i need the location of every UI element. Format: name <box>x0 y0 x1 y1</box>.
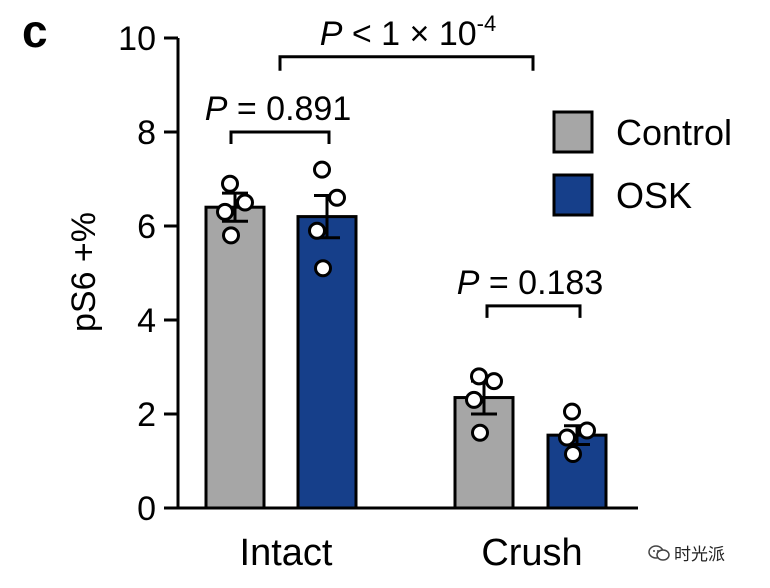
legend-swatch <box>552 110 594 154</box>
y-tick-label: 6 <box>137 208 156 246</box>
data-point <box>236 193 254 212</box>
legend-label: Control <box>616 112 732 153</box>
panel-label: c <box>22 5 48 57</box>
watermark-text: 时光派 <box>674 545 725 565</box>
y-tick-label: 0 <box>137 490 156 528</box>
bar <box>453 396 515 510</box>
bar <box>296 215 358 510</box>
p-value-label: P = 0.183 <box>457 264 604 302</box>
p-value-label: P < 1 × 10-4 <box>320 11 496 53</box>
data-point <box>314 259 332 278</box>
y-tick-label: 4 <box>137 302 156 340</box>
bar <box>204 205 266 510</box>
data-point <box>222 226 240 245</box>
data-point <box>485 372 503 391</box>
data-point <box>564 444 582 463</box>
legend-swatch <box>552 173 594 217</box>
data-point <box>578 421 596 440</box>
legend-label: OSK <box>616 175 692 216</box>
x-tick-label: Intact <box>240 532 333 574</box>
watermark: 时光派 <box>648 540 725 565</box>
significance-bracket <box>229 130 331 144</box>
data-point <box>328 188 346 207</box>
p-value-label: P = 0.891 <box>205 90 352 128</box>
significance-bracket <box>278 55 535 71</box>
data-point <box>308 221 326 240</box>
y-tick-label: 2 <box>137 396 156 434</box>
x-tick-label: Crush <box>481 532 582 574</box>
y-axis-label: pS6 +% <box>65 212 103 332</box>
data-point <box>470 367 488 386</box>
data-point <box>216 202 234 221</box>
data-point <box>465 390 483 409</box>
data-point <box>313 160 331 179</box>
data-point <box>471 423 489 442</box>
y-tick-label: 10 <box>118 20 156 58</box>
wechat-icon <box>648 544 670 561</box>
data-point <box>221 174 239 193</box>
significance-bracket <box>485 304 582 318</box>
data-point <box>563 402 581 421</box>
y-tick-label: 8 <box>137 114 156 152</box>
data-point <box>558 428 576 447</box>
